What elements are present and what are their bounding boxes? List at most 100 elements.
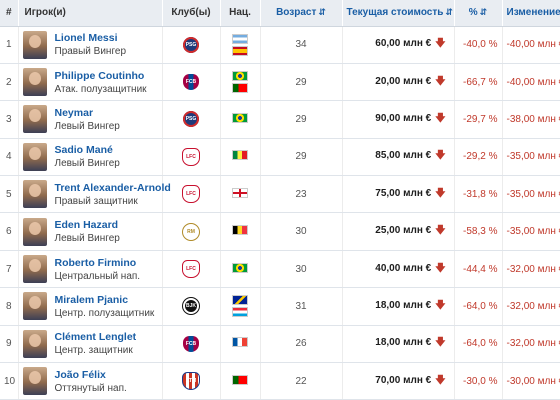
market-value-cell: 20,00 млн € 🡇 [342, 63, 455, 102]
nationality-cell [220, 362, 261, 400]
club-crest-icon[interactable]: PSG [183, 111, 199, 128]
player-position: Центр. защитник [54, 345, 133, 357]
header-change-sort[interactable]: Изменение⇵ [502, 0, 560, 27]
header-age-sort[interactable]: Возраст ⇵ [260, 0, 343, 27]
age-cell: 30 [260, 250, 343, 289]
nationality-cell [220, 138, 261, 177]
market-value: 60,00 млн € [375, 38, 432, 50]
player-photo[interactable] [22, 367, 47, 396]
header-pct-sort[interactable]: % ⇵ [454, 0, 503, 27]
club-cell: ATM [162, 362, 221, 400]
row-number: 2 [0, 63, 19, 102]
player-photo[interactable] [22, 105, 47, 134]
player-name-link[interactable]: Miralem Pjanic [54, 293, 129, 306]
market-value: 25,00 млн € [375, 225, 432, 237]
nationality-cell [220, 250, 261, 289]
value-change: -35,00 млн € [502, 175, 560, 214]
player-position: Оттянутый нап. [54, 382, 127, 394]
player-photo[interactable] [22, 30, 47, 59]
player-photo[interactable] [22, 180, 47, 209]
club-cell: LFC [162, 250, 221, 289]
flag-icon [232, 71, 248, 82]
age-cell: 31 [260, 287, 343, 326]
row-number: 6 [0, 212, 19, 251]
player-photo[interactable] [22, 217, 47, 246]
player-photo[interactable] [22, 292, 47, 321]
market-value-cell: 90,00 млн € 🡇 [342, 100, 455, 139]
market-value: 40,00 млн € [375, 262, 432, 274]
arrow-down-icon: 🡇 [435, 187, 446, 199]
value-change: -40,00 млн € [502, 63, 560, 102]
market-value-cell: 25,00 млн € 🡇 [342, 212, 455, 251]
table-header-row: # Игрок(и) Клуб(ы) Нац. Возраст ⇵ Текущая… [0, 0, 560, 27]
flag-icon [232, 295, 248, 306]
header-age-label: Возраст [276, 7, 317, 19]
player-cell: Sadio Mané Левый Вингер [18, 138, 163, 177]
player-photo[interactable] [22, 68, 47, 97]
row-number: 4 [0, 138, 19, 177]
sort-arrows-icon: ⇵ [445, 7, 453, 18]
player-name-link[interactable]: Clément Lenglet [54, 331, 137, 344]
market-value-cell: 85,00 млн € 🡇 [342, 138, 455, 177]
club-crest-icon[interactable]: LFC [182, 185, 200, 204]
player-name-link[interactable]: Trent Alexander-Arnold [54, 181, 171, 194]
market-value-cell: 40,00 млн € 🡇 [342, 250, 455, 289]
table-row: 9 Clément Lenglet Центр. защитник FCB 26… [0, 325, 560, 364]
player-name-link[interactable]: Sadio Mané [54, 144, 113, 157]
player-photo[interactable] [22, 329, 47, 358]
row-number: 10 [0, 362, 19, 400]
table-row: 6 Eden Hazard Левый Вингер RM 30 25,00 м… [0, 212, 560, 251]
row-number: 5 [0, 175, 19, 214]
value-change: -40,00 млн € [502, 26, 560, 64]
player-name-link[interactable]: Eden Hazard [54, 219, 119, 232]
player-name-link[interactable]: Philippe Coutinho [54, 69, 145, 82]
header-value-sort[interactable]: Текущая стоимость ⇵ [342, 0, 455, 27]
player-photo[interactable] [22, 255, 47, 284]
nationality-cell [220, 100, 261, 139]
player-name-link[interactable]: Neymar [54, 106, 94, 119]
table-row: 2 Philippe Coutinho Атак. полузащитник F… [0, 63, 560, 102]
percent-change: -66,7 % [454, 63, 503, 102]
player-cell: Eden Hazard Левый Вингер [18, 212, 163, 251]
market-value-cell: 70,00 млн € 🡇 [342, 362, 455, 400]
flag-icon [232, 307, 248, 318]
club-crest-icon[interactable]: BJK [183, 298, 199, 315]
player-name-link[interactable]: Lionel Messi [54, 32, 118, 45]
nationality-cell [220, 175, 261, 214]
sort-arrows-icon: ⇵ [479, 7, 488, 18]
player-cell: João Félix Оттянутый нап. [18, 362, 163, 400]
arrow-down-icon: 🡇 [435, 225, 446, 237]
player-name-link[interactable]: Roberto Firmino [54, 256, 137, 269]
club-cell: LFC [162, 138, 221, 177]
row-number: 3 [0, 100, 19, 139]
club-crest-icon[interactable]: FCB [183, 335, 199, 352]
flag-icon [232, 33, 248, 44]
value-change: -30,00 млн € [502, 362, 560, 400]
market-value: 20,00 млн € [375, 75, 432, 87]
percent-change: -58,3 % [454, 212, 503, 251]
club-crest-icon[interactable]: LFC [182, 260, 200, 279]
percent-change: -64,0 % [454, 325, 503, 364]
club-crest-icon[interactable]: ATM [182, 372, 200, 391]
nationality-cell [220, 212, 261, 251]
value-change: -35,00 млн € [502, 138, 560, 177]
club-crest-icon[interactable]: LFC [182, 147, 200, 166]
player-cell: Neymar Левый Вингер [18, 100, 163, 139]
player-cell: Roberto Firmino Центральный нап. [18, 250, 163, 289]
flag-icon [232, 225, 248, 236]
player-photo[interactable] [22, 142, 47, 171]
player-name-link[interactable]: João Félix [54, 368, 106, 381]
club-crest-icon[interactable]: PSG [183, 36, 199, 53]
nationality-cell [220, 325, 261, 364]
flag-icon [232, 83, 248, 94]
club-crest-icon[interactable]: FCB [183, 74, 199, 91]
club-crest-icon[interactable]: RM [182, 222, 200, 241]
table-row: 1 Lionel Messi Правый Вингер PSG 34 60,0… [0, 26, 560, 64]
arrow-down-icon: 🡇 [435, 112, 446, 124]
table-row: 8 Miralem Pjanic Центр. полузащитник BJK… [0, 287, 560, 326]
value-change: -35,00 млн € [502, 212, 560, 251]
player-position: Правый Вингер [54, 46, 127, 58]
player-cell: Lionel Messi Правый Вингер [18, 26, 163, 64]
arrow-down-icon: 🡇 [435, 38, 446, 50]
